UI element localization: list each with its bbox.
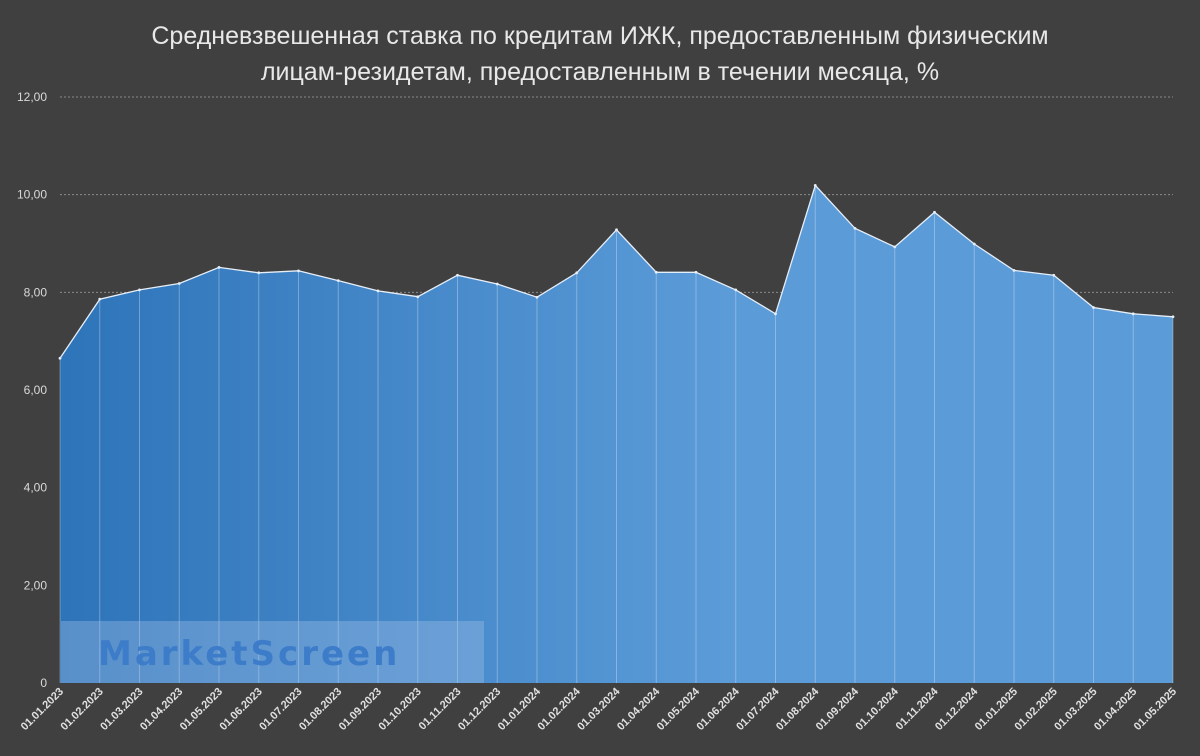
y-tick-label: 12,00 <box>17 90 47 104</box>
watermark-text: MarketScreen <box>98 634 400 674</box>
data-point <box>297 269 300 273</box>
x-tick-label: 01.05.2025 <box>1132 686 1179 733</box>
data-point <box>813 183 817 187</box>
area-fill <box>60 185 1173 683</box>
data-point <box>58 356 62 360</box>
data-point <box>257 271 261 275</box>
data-point <box>615 228 618 232</box>
y-tick-label: 10,00 <box>17 188 47 202</box>
data-point <box>535 295 539 299</box>
data-point <box>217 266 221 269</box>
chart-title-line-2: лицам-резидетам, предоставленным в течен… <box>260 58 940 86</box>
data-point <box>456 273 459 277</box>
y-tick-label: 6,00 <box>24 383 48 397</box>
data-point <box>177 282 181 285</box>
data-point <box>376 289 380 293</box>
category-lines <box>59 185 1174 683</box>
data-point <box>495 282 499 286</box>
chart-title: Средневзвешенная ставка по кредитам ИЖК,… <box>0 18 1200 90</box>
data-point <box>774 312 777 316</box>
data-point <box>972 242 976 246</box>
data-point <box>1131 312 1135 316</box>
data-point <box>416 295 420 299</box>
data-point <box>734 288 738 292</box>
data-point <box>1171 315 1175 319</box>
y-tick-label: 2,00 <box>24 578 48 592</box>
y-axis-ticks: 0 2,00 4,00 6,00 8,00 10,00 12,00 <box>17 90 47 690</box>
data-point <box>933 210 936 214</box>
data-point <box>138 288 141 292</box>
y-tick-label: 0 <box>40 676 47 690</box>
y-tick-label: 8,00 <box>24 285 48 299</box>
data-point <box>853 226 857 230</box>
data-point <box>98 297 102 301</box>
data-point <box>694 270 698 274</box>
x-axis-ticks: 01.01.202301.02.202301.03.202301.04.2023… <box>19 685 1179 733</box>
data-point <box>575 271 579 275</box>
data-point <box>336 279 340 283</box>
data-point <box>1012 268 1016 272</box>
y-tick-label: 4,00 <box>24 481 48 495</box>
chart-title-line-1: Средневзвешенная ставка по кредитам ИЖК,… <box>151 22 1049 50</box>
data-points <box>58 183 1175 360</box>
data-point <box>1092 306 1095 309</box>
data-point <box>654 270 658 274</box>
data-point <box>893 245 897 249</box>
watermark: MarketScreen <box>61 621 484 683</box>
data-point <box>1052 273 1056 277</box>
x-tick-label: 01.10.2023 <box>376 686 423 733</box>
